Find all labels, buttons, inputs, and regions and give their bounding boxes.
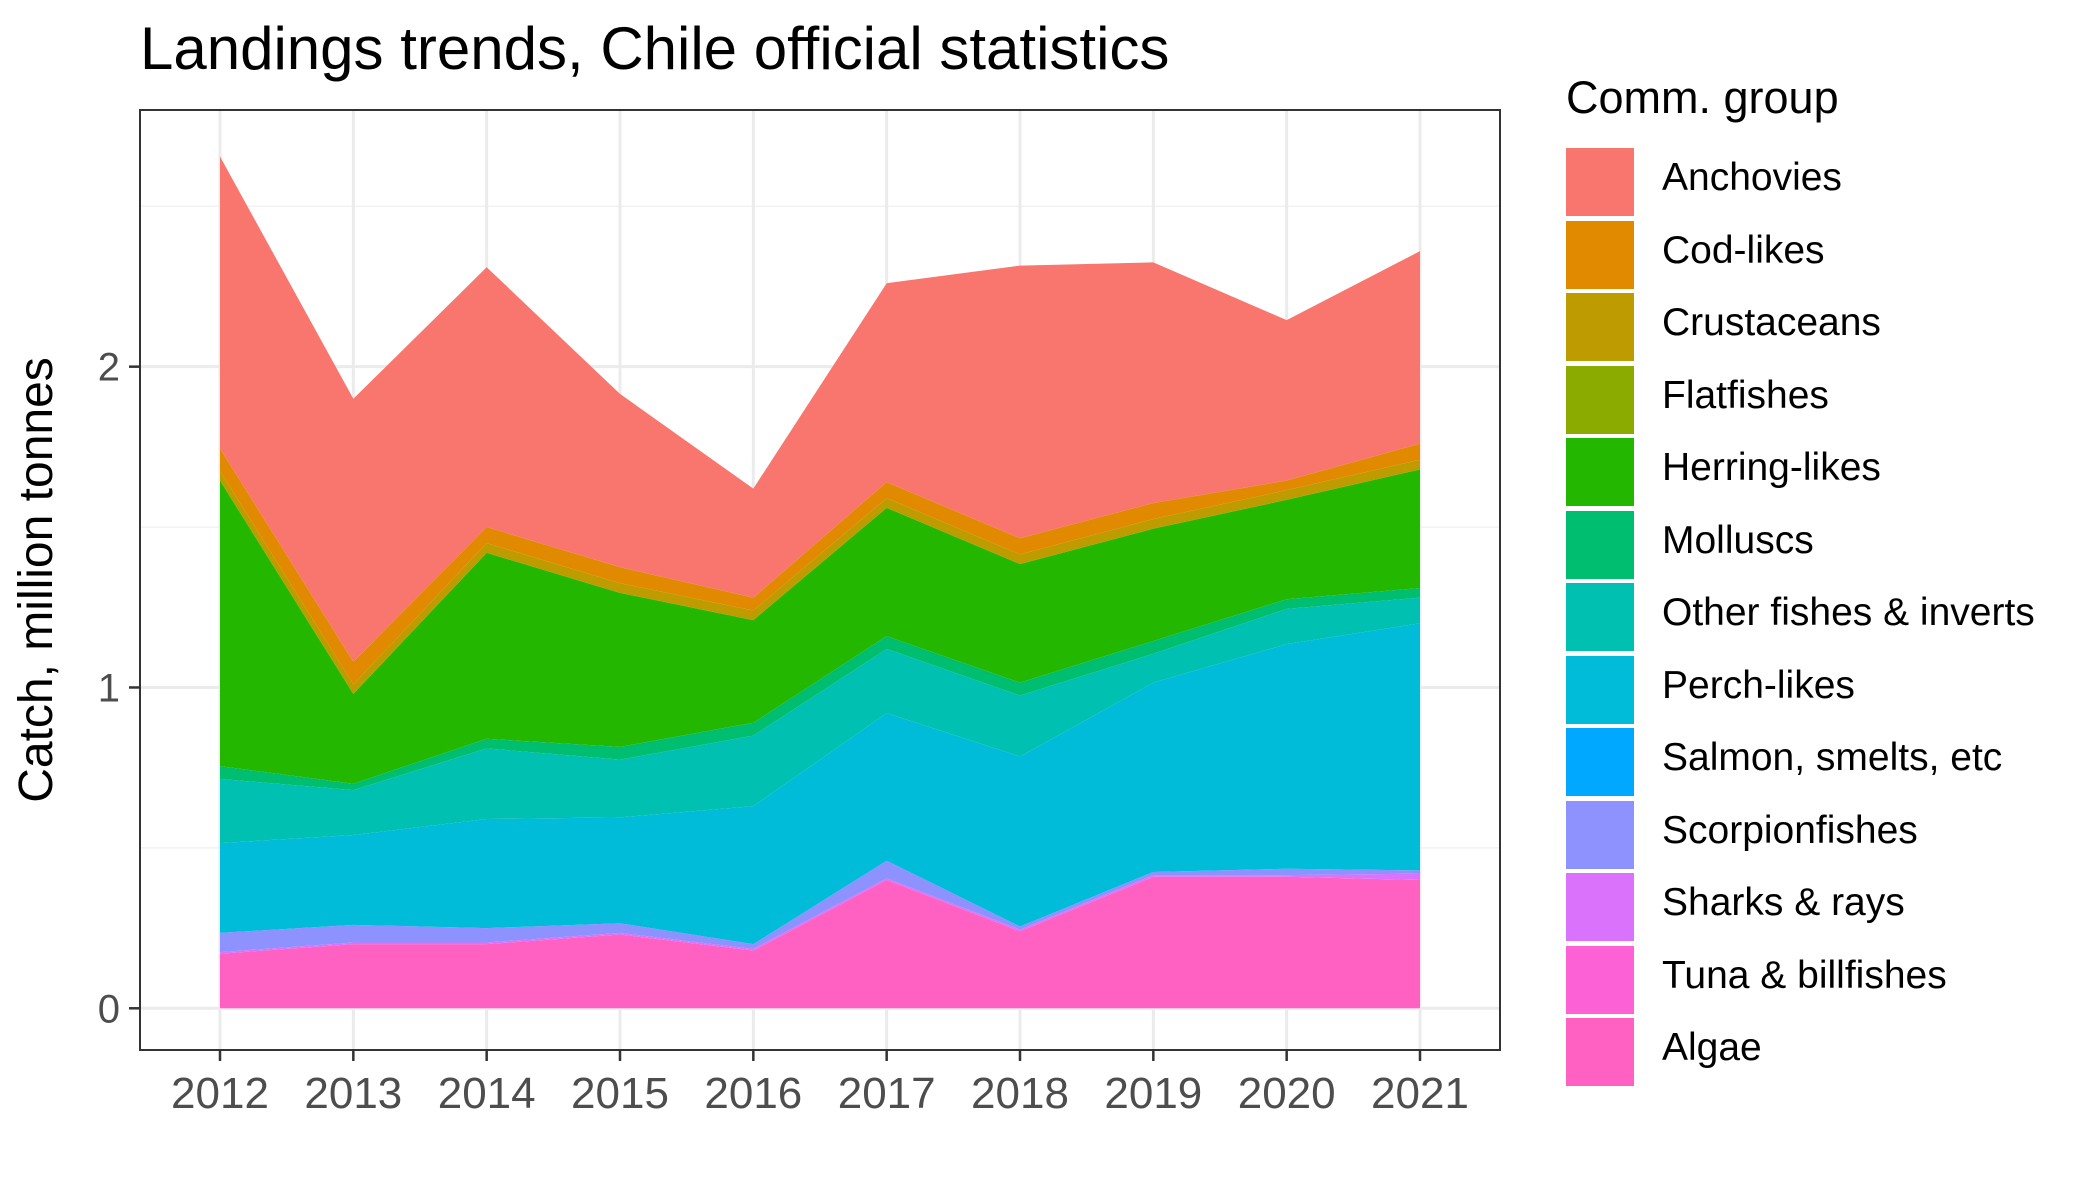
legend-label: Scorpionfishes	[1662, 808, 1918, 852]
legend-key	[1566, 220, 1634, 289]
legend-key	[1566, 365, 1634, 434]
area-crustaceans	[220, 459, 1420, 694]
x-tick-label: 2019	[1104, 1069, 1202, 1118]
legend-key	[1566, 510, 1634, 579]
legend-label: Crustaceans	[1662, 301, 1881, 344]
panel-border	[139, 109, 1501, 1051]
legend-key	[1566, 800, 1634, 869]
area-algae	[220, 876, 1420, 1009]
legend-label: Molluscs	[1662, 518, 1814, 562]
x-tick-label: 2020	[1238, 1069, 1336, 1118]
legend-key	[1566, 1018, 1634, 1086]
area-anchovies	[220, 156, 1420, 662]
area-sharks-rays	[220, 873, 1420, 954]
legend-key	[1566, 728, 1634, 796]
legend-title: Comm. group	[1566, 72, 1839, 123]
legend-key	[1566, 293, 1634, 361]
legend-label: Other fishes & inverts	[1662, 591, 2035, 634]
legend-label: Salmon, smelts, etc	[1662, 736, 2003, 779]
legend-label: Anchovies	[1662, 156, 1842, 199]
legend-label: Cod-likes	[1662, 228, 1825, 272]
area-scorpionfishes	[220, 860, 1420, 953]
y-axis-label: Catch, million tonnes	[10, 357, 63, 803]
legend-key	[1566, 945, 1634, 1014]
y-tick-label: 1	[98, 666, 120, 710]
x-tick-label: 2017	[838, 1069, 936, 1118]
legend-key	[1566, 148, 1634, 216]
chart-title: Landings trends, Chile official statisti…	[140, 15, 1170, 82]
legend-label: Sharks & rays	[1662, 881, 1905, 924]
x-tick-label: 2021	[1371, 1069, 1469, 1118]
legend-key	[1566, 583, 1634, 651]
x-tick-label: 2018	[971, 1069, 1069, 1118]
area-perch-likes	[220, 623, 1420, 945]
axes: 0 1 2 2012 2013 2014 2015 2016 2017 2018 2019 2020 2…	[98, 346, 1469, 1118]
area-cod-likes	[220, 443, 1420, 685]
area-series	[220, 156, 1420, 1009]
x-tick-label: 2012	[171, 1069, 269, 1118]
y-tick-label: 2	[98, 346, 120, 390]
legend-key	[1566, 873, 1634, 941]
area-molluscs	[220, 588, 1420, 791]
area-herring-likes	[220, 469, 1420, 784]
legend-label: Herring-likes	[1662, 446, 1881, 489]
legend-label: Flatfishes	[1662, 373, 1829, 417]
legend-label: Tuna & billfishes	[1662, 953, 1947, 997]
x-tick-label: 2015	[571, 1069, 669, 1118]
area-other-fishes-inverts	[220, 597, 1420, 844]
x-tick-label: 2014	[438, 1069, 536, 1118]
legend-key	[1566, 655, 1634, 724]
y-tick-label: 0	[98, 987, 120, 1031]
x-tick-label: 2016	[704, 1069, 802, 1118]
legend-key	[1566, 438, 1634, 506]
legend-label: Perch-likes	[1662, 663, 1855, 707]
legend-label: Algae	[1662, 1026, 1762, 1069]
x-tick-label: 2013	[304, 1069, 402, 1118]
